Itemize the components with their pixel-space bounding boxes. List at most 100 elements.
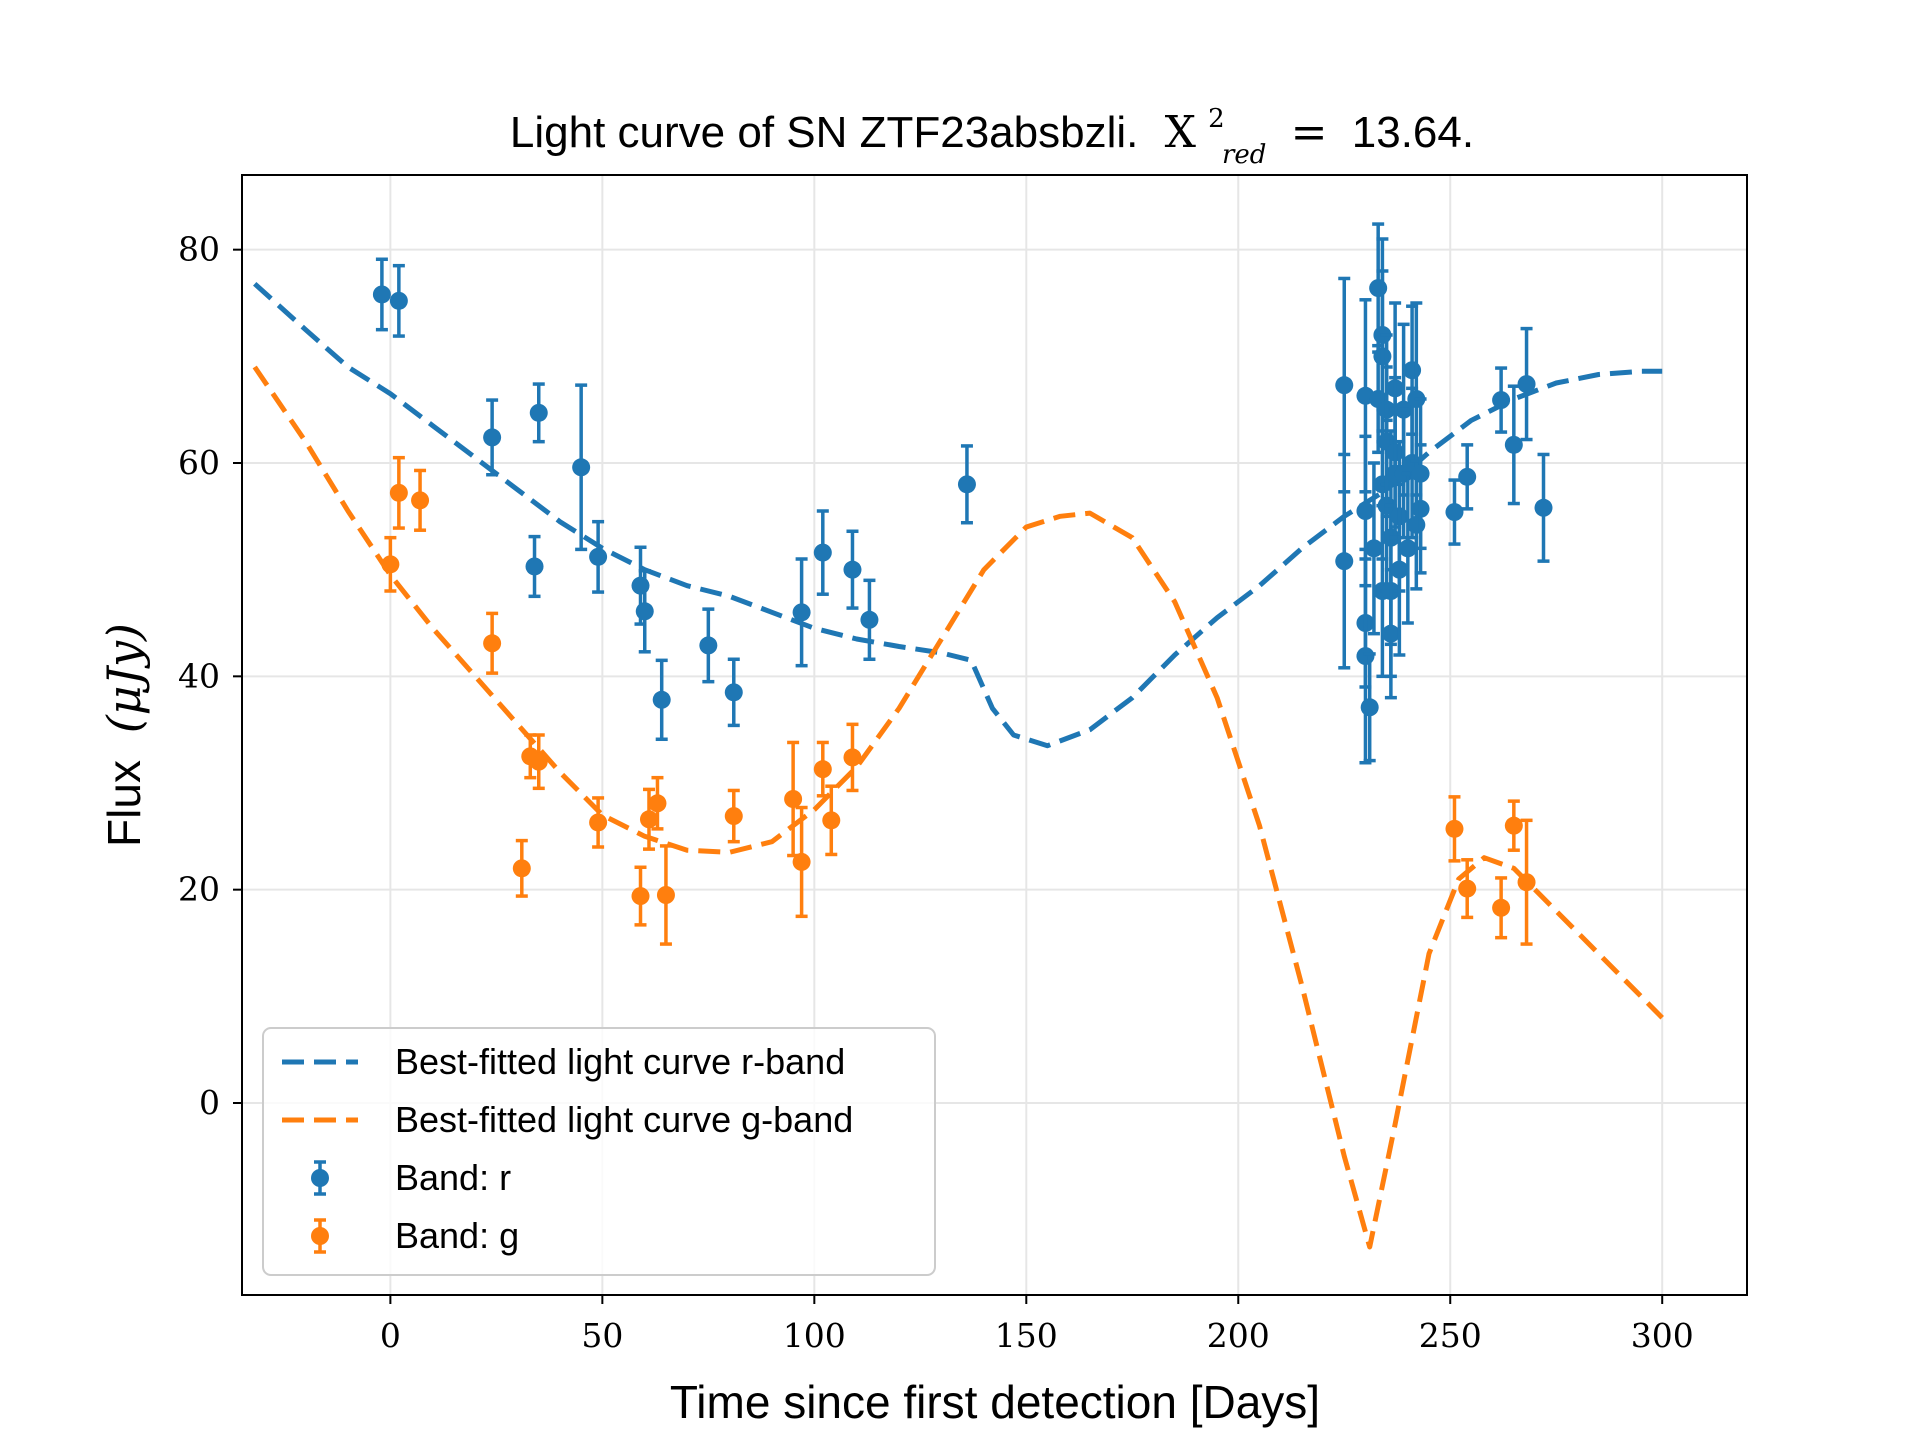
- marker-r: [1398, 539, 1417, 558]
- data-point-g: [381, 535, 400, 593]
- data-point-g: [639, 787, 658, 851]
- marker-r: [1411, 464, 1430, 483]
- data-point-r: [957, 444, 976, 525]
- marker-g: [1492, 898, 1511, 917]
- data-point-g: [1445, 795, 1464, 863]
- data-point-r: [483, 398, 502, 477]
- data-point-g: [656, 844, 675, 946]
- legend-marker-r: [311, 1160, 329, 1196]
- marker-g: [512, 859, 531, 878]
- data-point-r: [389, 263, 408, 338]
- marker-r: [529, 403, 548, 422]
- data-point-r: [860, 578, 879, 662]
- data-point-r: [1390, 482, 1409, 657]
- data-point-r: [1445, 478, 1464, 546]
- y-tick-label: 80: [178, 230, 220, 269]
- fit-curves: [252, 281, 1664, 1250]
- data-point-g: [822, 784, 841, 857]
- marker-g: [656, 886, 675, 904]
- x-tick-label: 250: [1419, 1316, 1482, 1355]
- data-point-r: [372, 257, 391, 332]
- legend-marker-dot: [311, 1227, 329, 1245]
- marker-g: [724, 807, 743, 826]
- data-points: [372, 222, 1553, 946]
- marker-g: [1445, 819, 1464, 838]
- marker-r: [792, 603, 811, 622]
- marker-r: [1517, 375, 1536, 394]
- legend-marker-g: [311, 1218, 329, 1254]
- marker-r: [1335, 376, 1354, 395]
- data-point-g: [1517, 818, 1536, 946]
- marker-g: [529, 752, 548, 771]
- data-point-r: [1458, 443, 1477, 511]
- chi-equals: =: [1291, 107, 1328, 158]
- marker-g: [792, 852, 811, 871]
- data-point-g: [529, 733, 548, 791]
- data-point-r: [1411, 397, 1430, 551]
- marker-g: [1458, 879, 1477, 898]
- marker-r: [652, 690, 671, 709]
- data-point-r: [1335, 452, 1354, 670]
- marker-g: [631, 887, 650, 906]
- marker-r: [843, 560, 862, 579]
- marker-r: [724, 683, 743, 702]
- chi-value: 13.64.: [1352, 108, 1474, 157]
- marker-r: [860, 610, 879, 629]
- y-tick-label: 60: [178, 443, 220, 482]
- data-point-r: [699, 607, 718, 684]
- marker-r: [1492, 391, 1511, 410]
- plot-frame: [241, 174, 1748, 1296]
- data-point-r: [1492, 366, 1511, 434]
- data-point-g: [792, 805, 811, 919]
- x-tick-label: 100: [783, 1316, 846, 1355]
- data-point-g: [631, 865, 650, 927]
- marker-r: [525, 557, 544, 576]
- data-point-r: [589, 519, 608, 594]
- data-point-r: [1356, 547, 1375, 765]
- marker-g: [483, 634, 502, 653]
- marker-g: [389, 483, 408, 502]
- data-point-r: [1517, 326, 1536, 442]
- data-point-g: [1458, 858, 1477, 920]
- marker-r: [1445, 503, 1464, 522]
- marker-r: [372, 285, 391, 304]
- marker-r: [1356, 502, 1375, 520]
- legend-box: [262, 1027, 936, 1276]
- marker-g: [381, 555, 400, 574]
- legend-marker-dot: [311, 1169, 329, 1187]
- data-point-r: [1364, 461, 1383, 636]
- data-point-g: [411, 468, 430, 532]
- data-point-r: [529, 382, 548, 444]
- marker-g: [1517, 873, 1536, 892]
- marker-g: [411, 491, 430, 510]
- data-point-g: [724, 788, 743, 844]
- marker-r: [1356, 647, 1375, 666]
- marker-g: [589, 813, 608, 832]
- data-point-g: [389, 455, 408, 530]
- marker-r: [589, 547, 608, 566]
- marker-g: [813, 760, 832, 779]
- fit-curve-g: [252, 365, 1664, 1250]
- x-tick-label: 50: [581, 1316, 623, 1355]
- data-point-r: [572, 383, 591, 552]
- marker-g: [784, 790, 803, 808]
- legend-label-r-fit: Best-fitted light curve r-band: [395, 1041, 845, 1082]
- marker-r: [1369, 279, 1388, 298]
- marker-r: [631, 576, 650, 595]
- chi-subscript: red: [1222, 140, 1266, 170]
- marker-g: [648, 794, 667, 813]
- data-point-g: [648, 775, 667, 831]
- data-point-r: [843, 529, 862, 610]
- marker-r: [635, 602, 654, 621]
- x-tick-label: 150: [995, 1316, 1058, 1355]
- marker-r: [1390, 560, 1409, 579]
- marker-r: [1364, 539, 1383, 558]
- chart-title-text: Light curve of SN ZTF23absbzli.: [510, 108, 1138, 157]
- marker-g: [1504, 816, 1523, 835]
- data-point-r: [1534, 452, 1553, 563]
- marker-r: [572, 458, 591, 477]
- marker-g: [639, 810, 658, 829]
- y-axis-label-text: Flux: [98, 760, 150, 847]
